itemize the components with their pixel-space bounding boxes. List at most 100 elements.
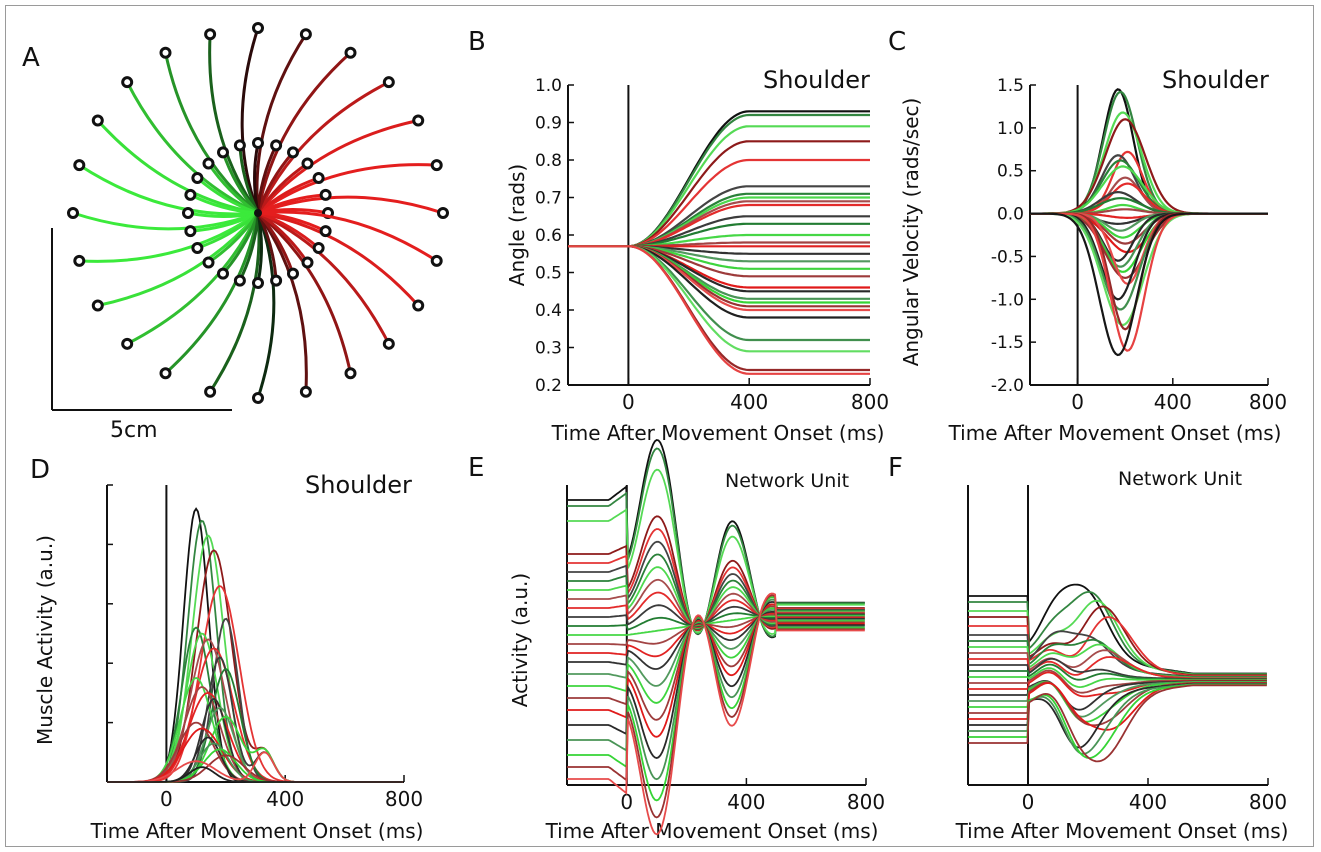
panel-a-trajectory: [257, 211, 391, 345]
panel-a-target: [91, 299, 104, 312]
panel-letter-f: F: [888, 453, 903, 483]
panel-a-trajectory: [240, 27, 260, 214]
panel-a-target: [312, 242, 325, 254]
panel-a-trajectory: [97, 212, 260, 307]
panel-a-target: [121, 76, 134, 89]
panel-a-target: [382, 337, 395, 350]
panel-a-target: [233, 139, 246, 152]
panel-b-title: Shoulder: [763, 66, 870, 94]
panel-b-ylabel: Angle (rads): [505, 164, 529, 286]
panel-a-target: [430, 254, 443, 267]
panel-a-target: [73, 159, 86, 172]
panel-b-ytick-label: 1.0: [535, 76, 562, 96]
panel-f-series-line: [968, 590, 1267, 675]
panel-a-target: [301, 157, 314, 170]
panel-a-trajectory: [126, 212, 260, 346]
panel-a-target: [217, 267, 229, 280]
panel-e-xtick-label-400: 400: [727, 790, 765, 814]
panel-a-trajectory: [256, 51, 352, 214]
panel-d-series-line: [107, 766, 403, 783]
panel-a-trajectory: [257, 210, 438, 263]
panel-a-target: [191, 242, 204, 254]
panel-e-series-line: [567, 596, 865, 802]
panel-b-ytick-label: 0.4: [535, 301, 562, 321]
panel-e-series-line: [567, 603, 865, 738]
panel-d-xlabel: Time After Movement Onset (ms): [90, 819, 424, 843]
panel-a-center: [254, 209, 262, 217]
panel-letter-a: A: [22, 43, 40, 73]
panel-c-xlabel: Time After Movement Onset (ms): [948, 421, 1282, 445]
panel-a-target: [217, 146, 229, 159]
panel-e-series-line: [567, 601, 865, 759]
panel-a-target: [191, 172, 204, 184]
panel-a-trajectory: [257, 195, 444, 215]
panel-a-trajectory: [255, 33, 308, 214]
panel-b-series-line: [568, 158, 870, 248]
panel-a-target: [312, 172, 325, 184]
panel-f-xtick-label-400: 400: [1129, 790, 1167, 814]
panel-a-target: [91, 114, 104, 127]
panel-d-series-line: [107, 727, 403, 783]
panel-a-target: [344, 46, 357, 59]
panel-a-target: [204, 28, 217, 41]
panel-a-target: [159, 367, 172, 380]
panel-a-target: [430, 159, 443, 172]
panel-a-trajectory: [256, 119, 419, 214]
panel-a-target: [319, 188, 332, 201]
panel-e-ylabel: Activity (a.u.): [508, 573, 532, 707]
panel-c-ytick-label: 1.5: [997, 76, 1024, 96]
panel-b-ytick-label: 0.6: [535, 226, 562, 246]
panel-a-target: [270, 139, 283, 152]
panel-a-trajectory: [96, 119, 259, 215]
panel-a-trajectory: [256, 212, 308, 392]
panel-b-ytick-label: 0.5: [535, 264, 562, 284]
panel-c-ytick-label: 1.0: [997, 119, 1024, 139]
panel-a-trajectory: [208, 212, 261, 393]
panel-letter-e: E: [468, 453, 484, 483]
panel-c-title: Shoulder: [1162, 66, 1269, 94]
panel-d-xtick-label-400: 400: [266, 787, 304, 811]
panel-c-ytick-label: -2.0: [991, 376, 1024, 396]
panel-b-ytick-label: 0.8: [535, 151, 562, 171]
panel-a-target: [121, 337, 134, 350]
panel-a-target: [184, 225, 197, 238]
panel-a-target: [382, 76, 395, 89]
panel-a-target: [204, 385, 217, 398]
panel-c-xtick-label-0: 0: [1071, 390, 1084, 414]
panel-b-xtick-label-0: 0: [622, 390, 635, 414]
panel-b-series-line: [568, 245, 870, 375]
panel-e-series-line: [567, 611, 865, 670]
panel-e-xtick-label-800: 800: [847, 790, 885, 814]
panel-a-target: [233, 274, 246, 287]
panel-c-ylabel: Angular Velocity (rads/sec): [899, 98, 923, 367]
panel-a-trajectory: [164, 52, 259, 215]
panel-a-trajectory: [256, 80, 390, 214]
panel-a-trajectory: [72, 211, 259, 231]
panel-b-ytick-label: 0.2: [535, 376, 562, 396]
panel-a-target: [412, 114, 425, 127]
panel-b-series-line: [568, 245, 870, 255]
panel-a-trajectory: [208, 34, 260, 214]
panel-a-trajectory: [257, 211, 420, 307]
panel-f-xlabel: Time After Movement Onset (ms): [955, 819, 1289, 843]
panel-c-xtick-label-400: 400: [1154, 390, 1192, 414]
panel-a-target: [287, 146, 299, 159]
panel-b-series-line: [568, 245, 870, 270]
panel-a-target: [252, 137, 264, 149]
panel-a-target: [202, 256, 215, 269]
panel-c-ytick-label: -0.5: [991, 247, 1024, 267]
panel-a-target: [270, 274, 283, 287]
panel-e-xlabel: Time After Movement Onset (ms): [545, 819, 879, 843]
panel-a-trajectory: [256, 212, 276, 399]
panel-e-series-line: [567, 592, 865, 836]
panel-d-ylabel: Muscle Activity (a.u.): [33, 535, 57, 745]
panel-a-target: [252, 392, 264, 404]
panel-f-xtick-label-800: 800: [1249, 790, 1287, 814]
panel-a-target: [159, 46, 172, 59]
panel-f-title: Network Unit: [1118, 468, 1242, 490]
panel-d-series-line: [107, 632, 403, 783]
panel-letter-c: C: [888, 27, 906, 57]
panel-b-ytick-label: 0.3: [535, 339, 562, 359]
